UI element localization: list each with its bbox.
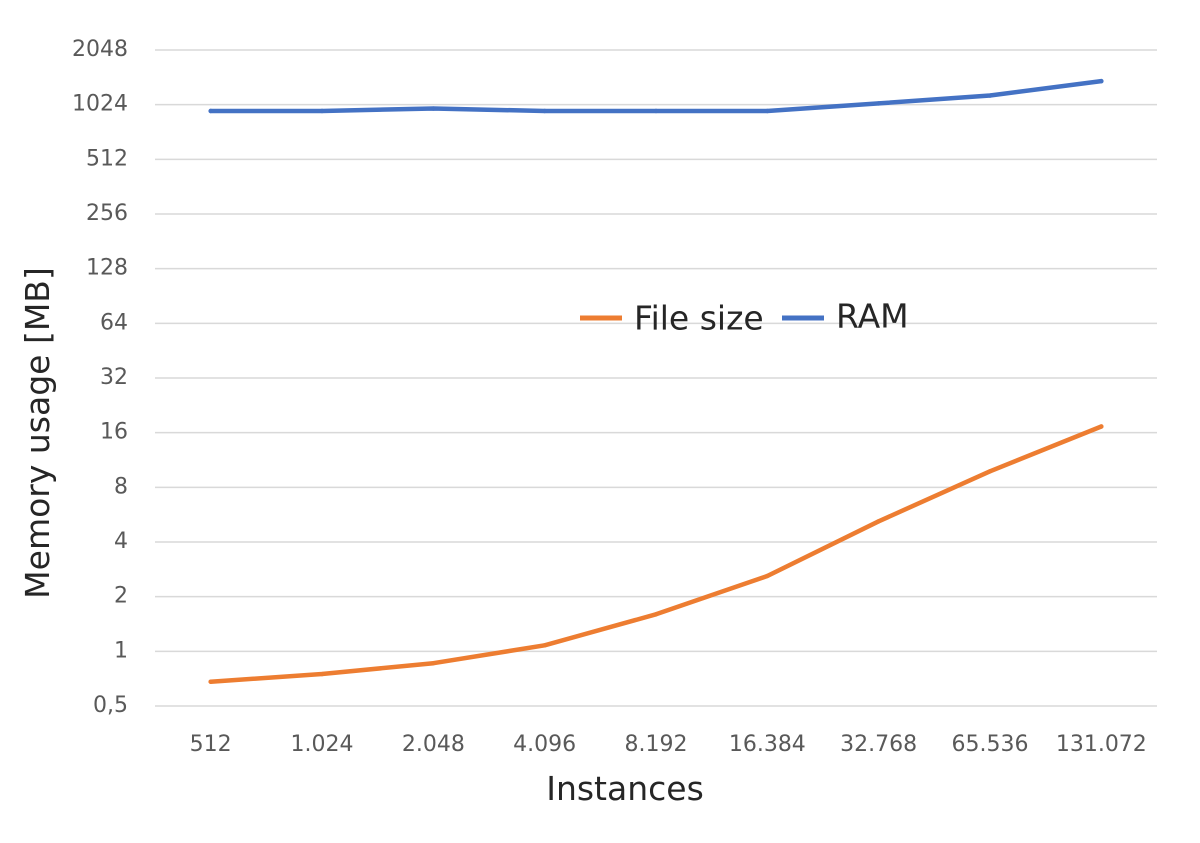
data-point-file-size xyxy=(1099,424,1104,429)
y-tick-label: 16 xyxy=(100,420,128,445)
y-tick-label: 128 xyxy=(86,256,128,281)
series-lines xyxy=(208,78,1104,684)
gridlines xyxy=(155,49,1157,707)
data-point-ram xyxy=(876,101,881,106)
y-tick-label: 2048 xyxy=(72,37,128,62)
data-point-file-size xyxy=(876,519,881,524)
x-tick-label: 65.536 xyxy=(952,732,1029,757)
data-point-ram xyxy=(542,108,547,114)
x-tick-label: 2.048 xyxy=(402,732,465,757)
x-tick-label: 4.096 xyxy=(513,732,576,757)
data-point-ram xyxy=(653,108,659,114)
y-tick-label: 256 xyxy=(86,201,128,226)
x-tick-label: 16.384 xyxy=(729,732,806,757)
series-line-ram xyxy=(208,78,1104,114)
data-point-ram xyxy=(208,108,213,114)
x-axis-ticks: 512 1.024 2.048 4.096 8.192 16.384 32.768 65.53… xyxy=(190,732,1147,757)
legend-ram-label: RAM xyxy=(836,297,909,336)
x-tick-label: 1.024 xyxy=(291,732,354,757)
y-tick-label: 0,5 xyxy=(93,693,128,718)
data-point-ram xyxy=(1099,78,1104,84)
y-axis-title: Memory usage [MB] xyxy=(18,267,57,599)
data-point-file-size xyxy=(653,612,659,617)
x-tick-label: 131.072 xyxy=(1056,732,1147,757)
data-point-ram xyxy=(319,108,325,114)
y-tick-label: 32 xyxy=(100,365,128,390)
data-point-ram xyxy=(765,108,770,114)
y-tick-label: 4 xyxy=(114,529,128,554)
y-tick-label: 2 xyxy=(114,584,128,609)
data-point-file-size xyxy=(765,573,770,579)
y-tick-label: 8 xyxy=(114,474,128,499)
data-point-ram xyxy=(987,93,993,98)
x-tick-label: 32.768 xyxy=(840,732,917,757)
data-point-file-size xyxy=(319,671,325,677)
y-tick-label: 64 xyxy=(100,310,128,335)
data-point-ram xyxy=(431,106,436,111)
legend-file-size-label: File size xyxy=(634,299,764,338)
x-tick-label: 8.192 xyxy=(625,732,688,757)
y-tick-label: 1024 xyxy=(72,92,128,117)
legend: File size RAM xyxy=(580,297,909,338)
data-point-file-size xyxy=(542,643,547,648)
y-tick-label: 512 xyxy=(86,146,128,171)
x-axis-title: Instances xyxy=(546,769,704,808)
y-axis-ticks: 0,5 1 2 4 8 16 32 64 128 256 512 1024 2048 xyxy=(72,37,128,718)
x-tick-label: 512 xyxy=(190,732,232,757)
data-point-file-size xyxy=(208,679,213,684)
data-point-file-size xyxy=(987,469,993,474)
series-line-file-size xyxy=(208,424,1104,684)
y-tick-label: 1 xyxy=(114,638,128,663)
data-point-file-size xyxy=(431,661,436,666)
